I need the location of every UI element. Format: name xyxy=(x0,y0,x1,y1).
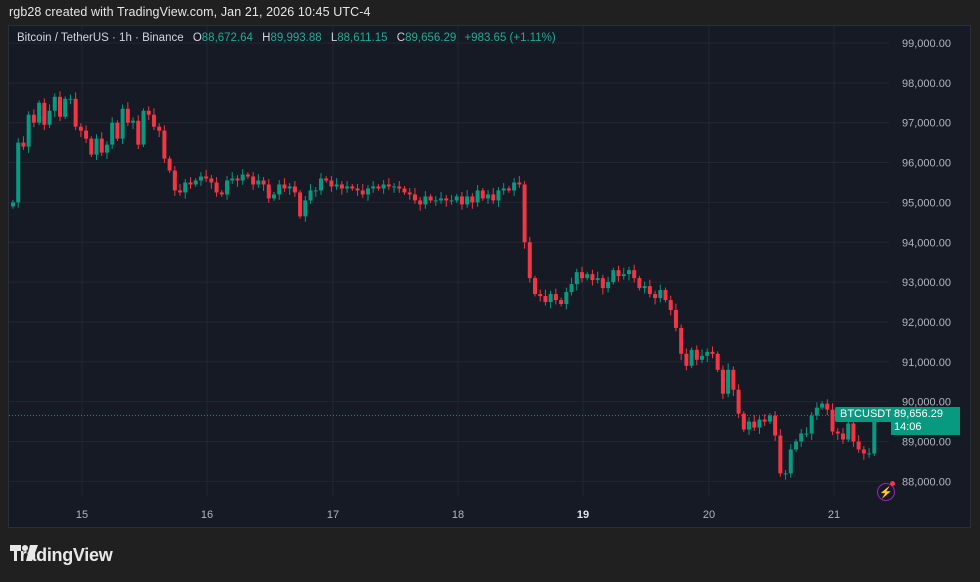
svg-text:99,000.00: 99,000.00 xyxy=(902,38,951,50)
svg-text:20: 20 xyxy=(703,509,715,521)
svg-text:16: 16 xyxy=(201,509,213,521)
svg-text:93,000.00: 93,000.00 xyxy=(902,277,951,289)
svg-text:15: 15 xyxy=(76,509,88,521)
close-value: 89,656.29 xyxy=(405,32,457,44)
chart-panel[interactable]: 99,000.00 98,000.00 97,000.00 96,000.00 95,0… xyxy=(8,25,971,528)
symbol-tag: BTCUSDT xyxy=(835,407,897,423)
high-value: 89,993.88 xyxy=(270,32,322,44)
low-value: 88,611.15 xyxy=(337,32,388,44)
candlestick-chart[interactable]: 99,000.00 98,000.00 97,000.00 96,000.00 95,0… xyxy=(9,26,971,528)
svg-text:21: 21 xyxy=(828,509,840,521)
open-value: 88,672.64 xyxy=(201,32,253,44)
notification-dot-icon xyxy=(890,481,895,486)
svg-text:98,000.00: 98,000.00 xyxy=(902,78,951,90)
symbol-title: Bitcoin / TetherUS · 1h · Binance xyxy=(17,32,184,44)
svg-text:96,000.00: 96,000.00 xyxy=(902,158,951,170)
svg-text:91,000.00: 91,000.00 xyxy=(902,357,951,369)
svg-text:92,000.00: 92,000.00 xyxy=(902,317,951,329)
svg-text:97,000.00: 97,000.00 xyxy=(902,118,951,130)
svg-text:94,000.00: 94,000.00 xyxy=(902,237,951,249)
bar-countdown: 14:06 xyxy=(894,421,922,434)
lightning-alert-icon[interactable]: ⚡ xyxy=(877,483,895,501)
svg-text:89,000.00: 89,000.00 xyxy=(902,437,951,449)
tradingview-logo[interactable]: TradingView xyxy=(10,545,113,566)
svg-text:17: 17 xyxy=(327,509,339,521)
svg-text:90,000.00: 90,000.00 xyxy=(902,397,951,409)
svg-text:95,000.00: 95,000.00 xyxy=(902,197,951,209)
chart-credit: rgb28 created with TradingView.com, Jan … xyxy=(9,5,371,19)
last-price: 89,656.29 xyxy=(894,408,943,421)
svg-text:18: 18 xyxy=(452,509,464,521)
change-value: +983.65 (+1.11%) xyxy=(464,32,556,44)
svg-text:88,000.00: 88,000.00 xyxy=(902,476,951,488)
last-price-tag: 89,656.29 14:06 xyxy=(891,407,960,436)
tv-logo-icon xyxy=(10,545,38,561)
ohlc-legend: Bitcoin / TetherUS · 1h · Binance O88,67… xyxy=(17,32,556,44)
svg-text:19: 19 xyxy=(577,509,589,521)
